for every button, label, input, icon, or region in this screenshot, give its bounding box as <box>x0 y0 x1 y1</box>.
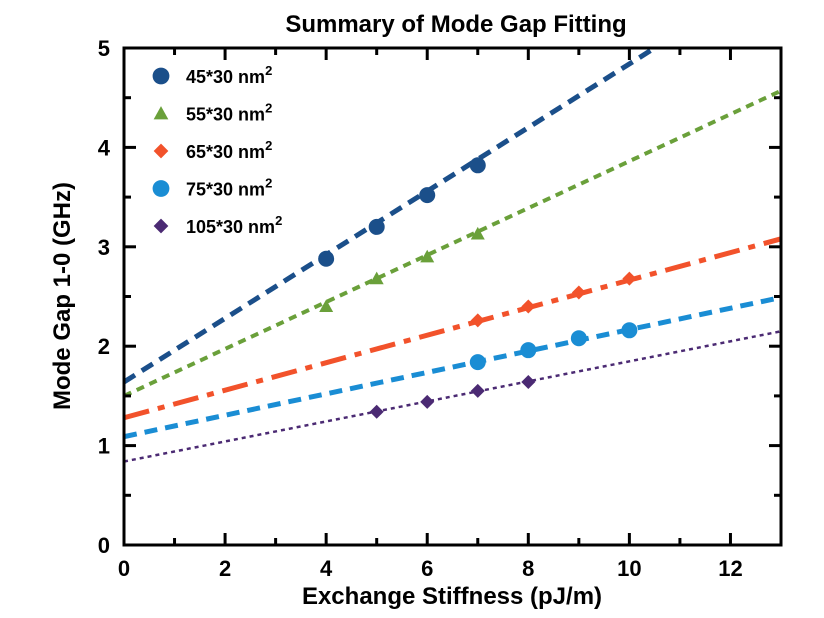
data-point-series-1-0 <box>319 299 334 313</box>
legend-marker-3 <box>152 180 170 197</box>
legend-label-0: 45*30 nm2 <box>186 63 272 87</box>
y-tick-label: 2 <box>98 334 110 359</box>
x-tick-label: 6 <box>421 556 433 581</box>
data-point-series-4-2 <box>470 383 485 398</box>
fit-lines <box>124 48 781 463</box>
data-point-series-0-3 <box>469 157 486 174</box>
data-points <box>318 157 638 419</box>
legend-label-3: 75*30 nm2 <box>186 176 272 200</box>
y-tick-label: 4 <box>98 135 111 160</box>
data-point-series-3-0 <box>469 354 486 371</box>
legend-label-4: 105*30 nm2 <box>186 213 282 237</box>
legend-label-1: 55*30 nm2 <box>186 101 272 125</box>
x-tick-label: 10 <box>617 556 641 581</box>
data-point-series-4-0 <box>369 404 384 419</box>
data-point-series-3-3 <box>621 322 638 339</box>
data-point-series-4-3 <box>521 374 536 389</box>
y-tick-label: 0 <box>98 533 110 558</box>
chart-title: Summary of Mode Gap Fitting <box>285 11 626 38</box>
data-point-series-1-1 <box>369 271 384 285</box>
legend-marker-4 <box>153 218 169 234</box>
data-point-series-0-0 <box>318 250 335 267</box>
y-axis-label: Mode Gap 1-0 (GHz) <box>49 182 76 410</box>
data-point-series-2-1 <box>521 299 536 314</box>
legend-marker-2 <box>153 143 169 159</box>
fit-line-series-4 <box>124 330 781 463</box>
data-point-series-3-2 <box>570 330 587 347</box>
data-point-series-2-3 <box>622 271 637 286</box>
data-point-series-0-1 <box>368 218 385 235</box>
x-tick-label: 8 <box>522 556 534 581</box>
legend: 45*30 nm2 55*30 nm2 65*30 nm2 75*30 nm2 105*… <box>152 63 282 237</box>
data-point-series-1-2 <box>420 249 435 263</box>
fit-line-series-2 <box>124 236 781 421</box>
legend-marker-1 <box>153 106 169 120</box>
x-tick-label: 0 <box>118 556 130 581</box>
fit-line-series-1 <box>124 88 781 398</box>
y-tick-label: 1 <box>98 434 110 459</box>
fit-line-series-3 <box>124 295 781 440</box>
x-tick-label: 4 <box>320 556 333 581</box>
data-point-series-1-3 <box>470 226 485 240</box>
y-tick-label: 5 <box>98 36 110 61</box>
x-axis-label: Exchange Stiffness (pJ/m) <box>302 583 602 610</box>
data-point-series-0-2 <box>419 187 436 204</box>
data-point-series-3-1 <box>520 342 537 359</box>
data-point-series-4-1 <box>420 394 435 409</box>
legend-label-2: 65*30 nm2 <box>186 138 272 162</box>
x-tick-label: 2 <box>219 556 231 581</box>
data-point-series-2-2 <box>571 285 586 300</box>
y-tick-label: 3 <box>98 235 110 260</box>
legend-marker-0 <box>152 67 170 85</box>
x-tick-label: 12 <box>718 556 742 581</box>
data-point-series-2-0 <box>470 313 485 328</box>
